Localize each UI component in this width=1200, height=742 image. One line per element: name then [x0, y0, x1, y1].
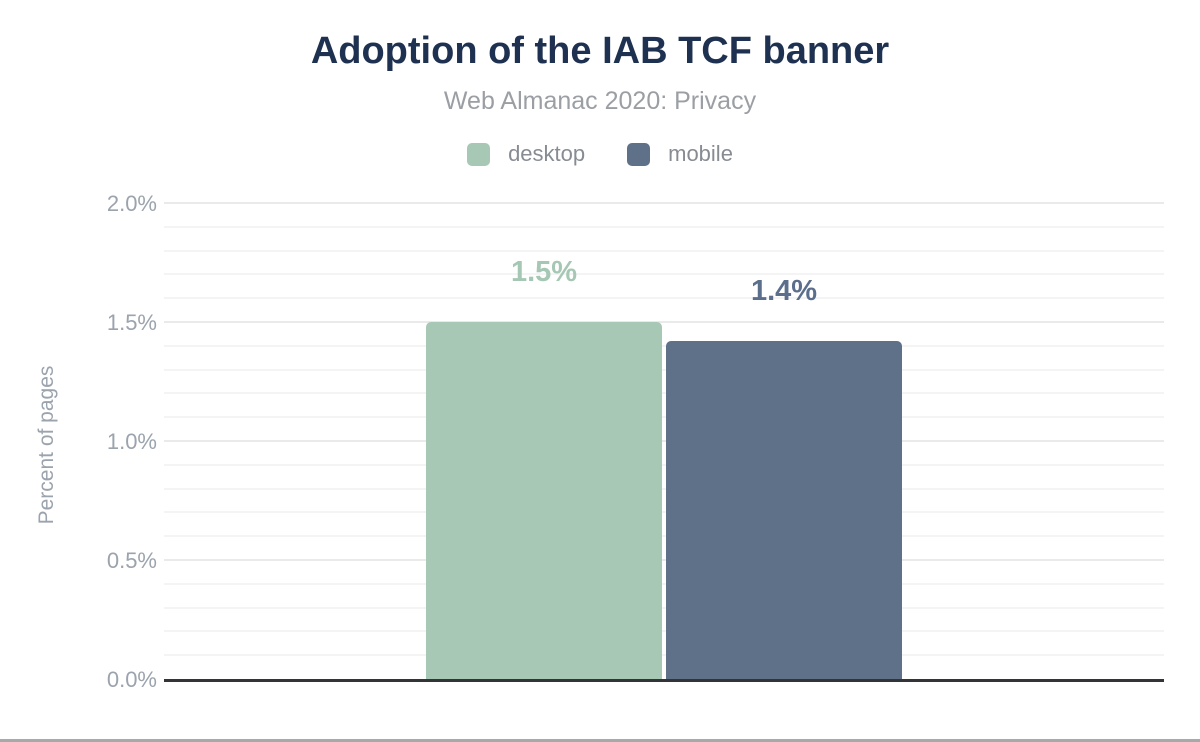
minor-gridline [164, 463, 1164, 466]
minor-gridline [164, 368, 1164, 371]
legend-label-desktop: desktop [508, 141, 586, 166]
bar-value-label-mobile: 1.4% [750, 275, 818, 307]
minor-gridline [164, 344, 1164, 347]
bar-desktop [426, 322, 662, 679]
minor-gridline [164, 297, 1164, 300]
bar-value-label-desktop: 1.5% [510, 256, 578, 288]
chart-title: Adoption of the IAB TCF banner [310, 30, 890, 72]
minor-gridline [164, 273, 1164, 276]
minor-gridline [164, 487, 1164, 490]
legend: desktop mobile [0, 141, 1200, 167]
minor-gridline [164, 535, 1164, 538]
minor-gridline [164, 606, 1164, 609]
minor-gridline [164, 249, 1164, 252]
y-tick-label: 1.0% [106, 429, 157, 454]
minor-gridline [164, 392, 1164, 395]
minor-gridline [164, 630, 1164, 633]
major-gridline [164, 559, 1164, 561]
major-gridline [164, 321, 1164, 323]
chart-subtitle: Web Almanac 2020: Privacy [443, 87, 757, 115]
y-tick-label: 0.5% [106, 548, 157, 573]
major-gridline [164, 440, 1164, 442]
bar-mobile [666, 341, 902, 679]
major-gridline [164, 202, 1164, 204]
y-tick-label: 1.5% [106, 310, 157, 335]
y-tick-label: 2.0% [106, 191, 157, 216]
minor-gridline [164, 225, 1164, 228]
minor-gridline [164, 416, 1164, 419]
minor-gridline [164, 511, 1164, 514]
plot-area [164, 202, 1164, 682]
legend-item-desktop: desktop [467, 141, 585, 167]
legend-item-mobile: mobile [627, 141, 733, 167]
bottom-divider [0, 739, 1200, 742]
legend-label-mobile: mobile [668, 141, 733, 166]
minor-gridline [164, 654, 1164, 657]
y-tick-label: 0.0% [106, 667, 157, 692]
minor-gridline [164, 582, 1164, 585]
mobile-swatch-icon [627, 142, 651, 166]
desktop-swatch-icon [467, 142, 491, 166]
